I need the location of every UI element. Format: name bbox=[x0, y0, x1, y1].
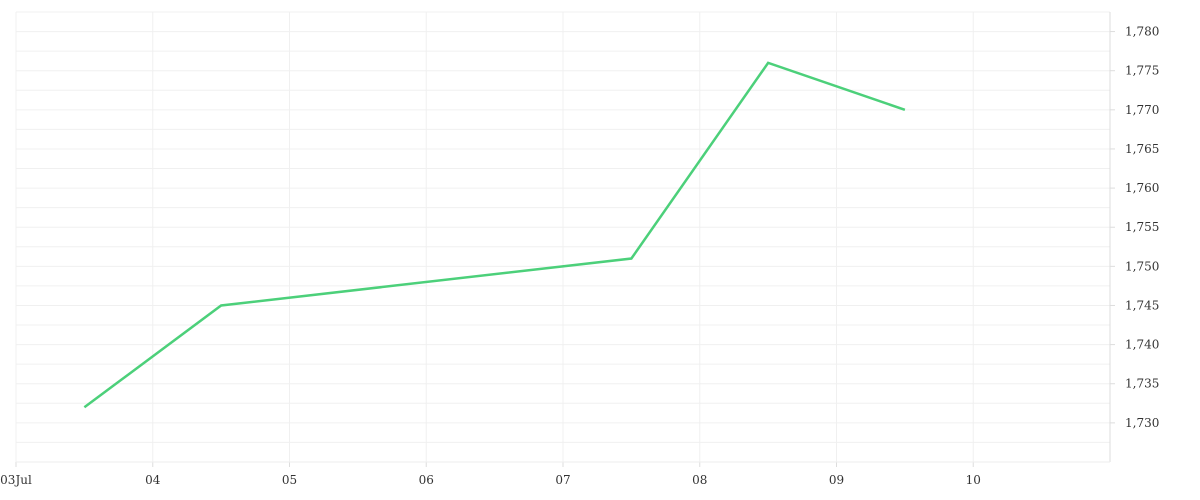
y-tick-label: 1,730 bbox=[1125, 416, 1159, 430]
y-tick-label: 1,770 bbox=[1125, 103, 1159, 117]
y-tick-label: 1,740 bbox=[1125, 338, 1159, 352]
x-tick-label: 07 bbox=[555, 473, 570, 487]
y-tick-label: 1,775 bbox=[1125, 64, 1159, 78]
x-tick-label: 09 bbox=[829, 473, 844, 487]
series bbox=[83, 61, 906, 409]
series-line bbox=[83, 61, 906, 409]
y-tick-label: 1,755 bbox=[1125, 220, 1159, 234]
x-tick-label: 05 bbox=[282, 473, 297, 487]
x-tick-label: 04 bbox=[145, 473, 161, 487]
axes bbox=[15, 12, 1115, 467]
x-tick-label: 10 bbox=[966, 473, 981, 487]
y-tick-label: 1,780 bbox=[1125, 25, 1159, 39]
y-tick-label: 1,760 bbox=[1125, 181, 1159, 195]
y-tick-label: 1,745 bbox=[1125, 298, 1159, 312]
y-tick-label: 1,735 bbox=[1125, 377, 1159, 391]
y-tick-label: 1,765 bbox=[1125, 142, 1159, 156]
x-tick-label: 06 bbox=[419, 473, 434, 487]
tick-labels: 03Jul 04 05 06 07 08 09 10 1,730 1,735 1,740 1,745 1… bbox=[0, 25, 1159, 487]
grid bbox=[15, 11, 1110, 463]
y-tick-label: 1,750 bbox=[1125, 259, 1159, 273]
x-tick-label: 08 bbox=[692, 473, 707, 487]
x-tick-label: 03Jul bbox=[0, 473, 32, 487]
